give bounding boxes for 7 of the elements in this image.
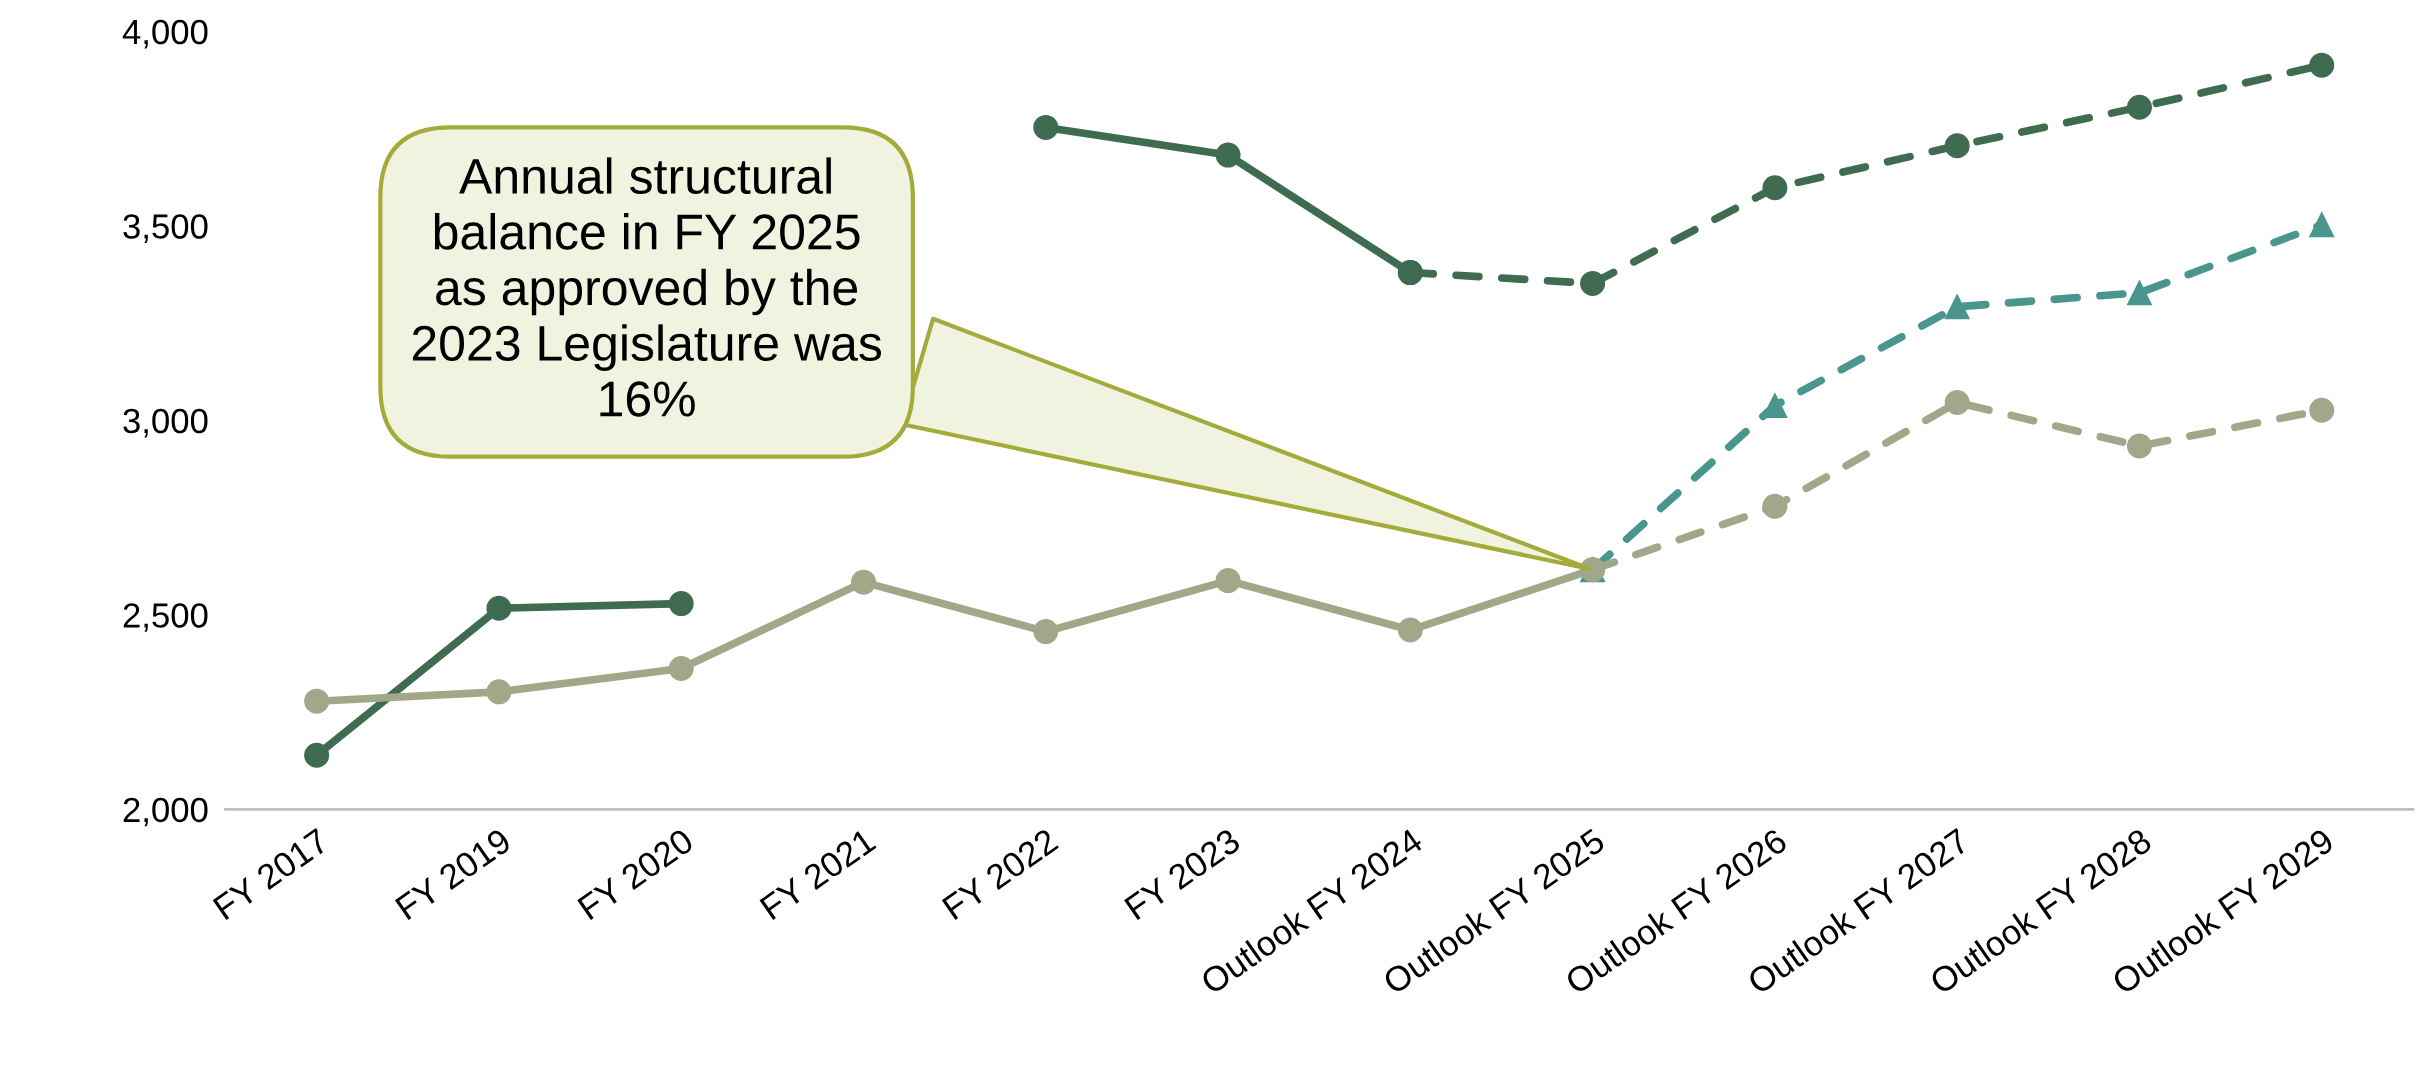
y-tick-label: 3,000 — [123, 408, 208, 438]
annotation: Annual structural balance in FY 2025 as approved by the 2023 Legislature was 16% — [412, 157, 882, 417]
y-tick-label: 3,500 — [123, 214, 208, 243]
y-tick-label: 2,500 — [123, 603, 208, 632]
x-tick-label: FY 2021 — [759, 827, 877, 921]
y-tick-label: 4,000 — [122, 19, 208, 49]
y-tick-label: 2,000 — [123, 797, 208, 827]
